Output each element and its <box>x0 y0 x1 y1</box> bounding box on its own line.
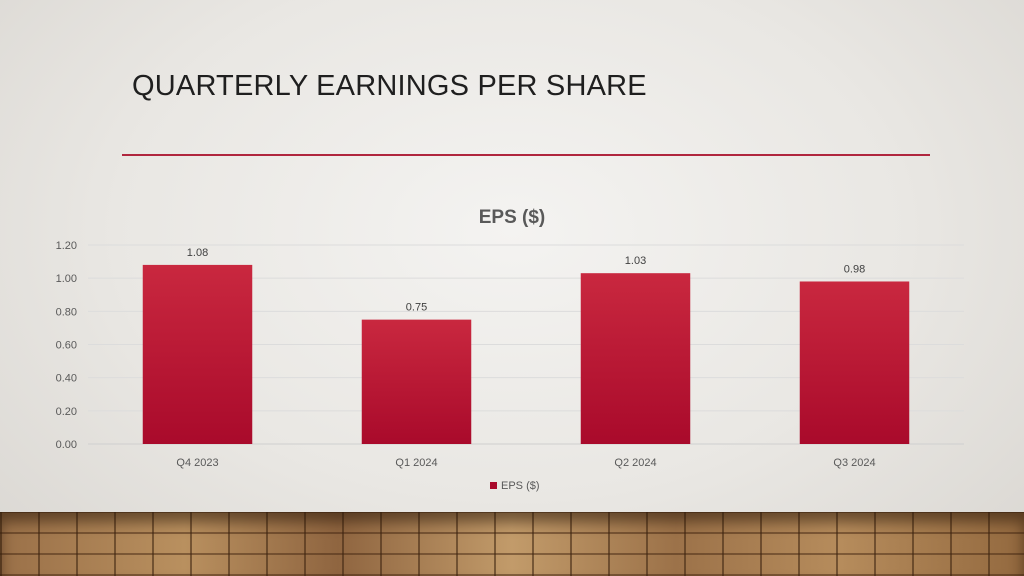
bar-q2-2024 <box>580 273 691 444</box>
legend-label-eps: EPS ($) <box>501 480 540 492</box>
data-labels: 1.08 0.75 1.03 0.98 <box>187 247 865 314</box>
legend: EPS ($) <box>490 480 540 492</box>
bar-q1-2024 <box>361 319 472 444</box>
wood-floor-decoration <box>0 512 1024 576</box>
data-label: 1.03 <box>625 255 646 267</box>
slide-title: QUARTERLY EARNINGS PER SHARE <box>132 70 647 102</box>
y-tick-label: 0.20 <box>56 406 77 418</box>
bars <box>142 264 910 444</box>
legend-swatch-eps <box>490 482 497 489</box>
y-axis-ticks: 0.00 0.20 0.40 0.60 0.80 1.00 1.20 <box>56 240 77 451</box>
y-tick-label: 1.20 <box>56 240 77 252</box>
x-category-label: Q3 2024 <box>833 457 875 469</box>
data-label: 0.75 <box>406 302 427 314</box>
bar-q4-2023 <box>142 264 253 444</box>
x-category-label: Q2 2024 <box>614 457 656 469</box>
data-label: 1.08 <box>187 247 208 259</box>
y-tick-label: 0.60 <box>56 340 77 352</box>
x-category-label: Q1 2024 <box>395 457 437 469</box>
data-label: 0.98 <box>844 263 865 275</box>
bar-q3-2024 <box>799 281 910 444</box>
y-tick-label: 0.80 <box>56 306 77 318</box>
y-tick-label: 1.00 <box>56 273 77 285</box>
title-divider <box>122 154 930 156</box>
chart-title: EPS ($) <box>478 207 546 228</box>
y-tick-label: 0.00 <box>56 439 77 451</box>
x-axis-categories: Q4 2023 Q1 2024 Q2 2024 Q3 2024 <box>176 457 875 469</box>
y-tick-label: 0.40 <box>56 373 77 385</box>
eps-bar-chart: 0.000.200.400.600.801.001.20 1.080.751.0… <box>56 240 964 492</box>
x-category-label: Q4 2023 <box>176 457 218 469</box>
